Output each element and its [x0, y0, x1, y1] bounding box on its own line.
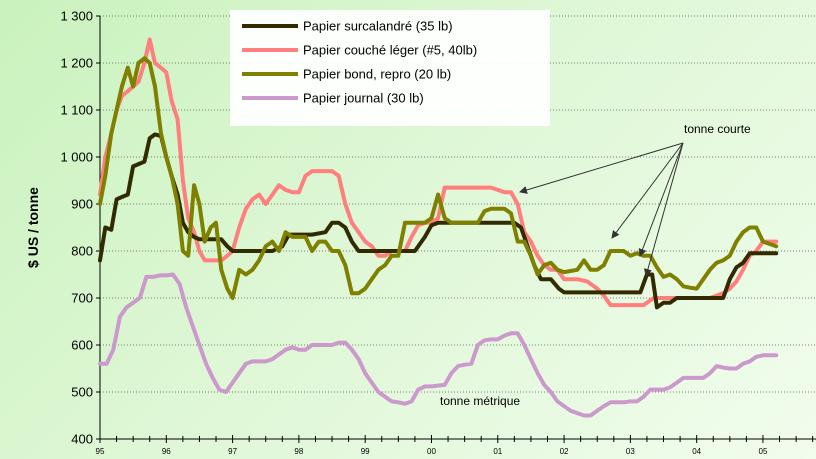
x-tick-label: 99 — [361, 447, 370, 456]
y-axis-label: $ US / tonne — [25, 187, 41, 268]
y-tick-label: 600 — [71, 338, 93, 353]
legend-label: Papier surcalandré (35 lb) — [303, 19, 453, 34]
y-tick-label: 1 000 — [60, 150, 93, 165]
x-tick-label: 95 — [96, 447, 105, 456]
annotation-arrow — [519, 142, 684, 194]
y-tick-label: 800 — [71, 244, 93, 259]
legend-box — [230, 10, 550, 126]
x-tick-label: 04 — [692, 447, 701, 456]
x-tick-label: 97 — [228, 447, 237, 456]
y-tick-label: 500 — [71, 385, 93, 400]
annotation-arrow — [644, 142, 684, 277]
y-tick-label: 400 — [71, 432, 93, 447]
annotation-text: tonne métrique — [440, 394, 520, 408]
x-tick-label: 00 — [427, 447, 436, 456]
y-tick-label: 1 100 — [60, 103, 93, 118]
x-tick-label: 05 — [759, 447, 768, 456]
series-line — [98, 37, 779, 308]
series-line — [98, 56, 779, 300]
x-tick-label: 01 — [493, 447, 502, 456]
annotation-text: tonne courte — [684, 122, 751, 136]
annotation-arrow — [638, 142, 684, 257]
y-tick-label: 1 300 — [60, 9, 93, 24]
x-tick-label: 03 — [626, 447, 635, 456]
legend-label: Papier bond, repro (20 lb) — [303, 67, 451, 82]
series-line — [98, 272, 779, 418]
y-tick-label: 1 200 — [60, 56, 93, 71]
y-tick-label: 900 — [71, 197, 93, 212]
x-tick-label: 96 — [162, 447, 171, 456]
legend-label: Papier couché léger (#5, 40lb) — [303, 43, 477, 58]
x-tick-label: 98 — [294, 447, 303, 456]
annotation-arrow — [611, 142, 684, 239]
y-tick-label: 700 — [71, 291, 93, 306]
x-tick-label: 02 — [560, 447, 569, 456]
legend-label: Papier journal (30 lb) — [303, 91, 424, 106]
